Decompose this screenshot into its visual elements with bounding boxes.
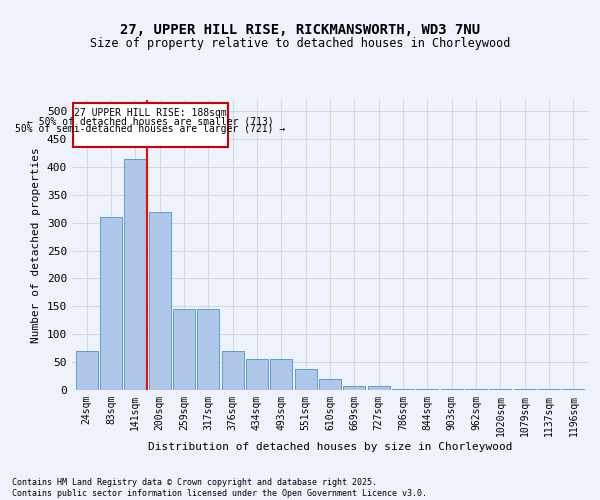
Bar [441,389,463,390]
FancyBboxPatch shape [73,103,228,148]
Bar [368,386,389,390]
Bar [221,351,244,390]
Bar [246,360,268,390]
Bar [197,309,219,390]
Bar [149,212,170,390]
Bar [562,389,584,390]
Text: 27, UPPER HILL RISE, RICKMANSWORTH, WD3 7NU: 27, UPPER HILL RISE, RICKMANSWORTH, WD3 … [120,22,480,36]
Bar [271,360,292,390]
Bar [319,379,341,390]
Bar [392,389,414,390]
Y-axis label: Number of detached properties: Number of detached properties [31,147,41,343]
Bar [295,369,317,390]
Bar [76,351,98,390]
Text: 27 UPPER HILL RISE: 188sqm: 27 UPPER HILL RISE: 188sqm [74,108,227,118]
X-axis label: Distribution of detached houses by size in Chorleywood: Distribution of detached houses by size … [148,442,512,452]
Bar [100,217,122,390]
Text: ← 50% of detached houses are smaller (713): ← 50% of detached houses are smaller (71… [27,116,274,126]
Bar [538,389,560,390]
Bar [416,389,439,390]
Text: 50% of semi-detached houses are larger (721) →: 50% of semi-detached houses are larger (… [16,124,286,134]
Bar [490,389,511,390]
Bar [465,389,487,390]
Text: Contains HM Land Registry data © Crown copyright and database right 2025.
Contai: Contains HM Land Registry data © Crown c… [12,478,427,498]
Bar [343,386,365,390]
Bar [124,158,146,390]
Text: Size of property relative to detached houses in Chorleywood: Size of property relative to detached ho… [90,38,510,51]
Bar [514,389,536,390]
Bar [173,309,195,390]
